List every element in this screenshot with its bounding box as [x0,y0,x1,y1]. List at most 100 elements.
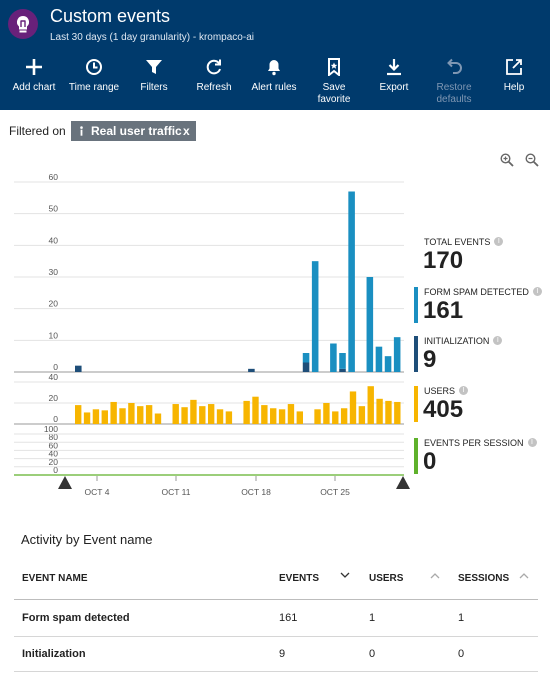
bar [376,347,383,372]
stat-label: EVENTS PER SESSION [424,438,524,448]
stat-events-per-session[interactable]: EVENTS PER SESSION i 0 [414,438,544,474]
bar [385,356,392,372]
bar [155,414,161,425]
bar [75,405,81,424]
stat-form-spam-detected[interactable]: FORM SPAM DETECTED i 161 [414,287,544,323]
info-icon[interactable]: i [494,237,503,246]
cell-sessions: 0 [458,648,464,660]
bar [93,409,99,424]
bar [279,409,285,424]
row-divider [14,671,538,672]
range-handle-left-icon[interactable] [58,476,72,489]
y-tick-label: 40 [49,235,59,245]
range-handle-right-icon[interactable] [396,476,410,489]
bar [110,402,116,424]
bar [261,405,267,424]
bar [248,369,255,372]
info-icon[interactable]: i [528,438,537,447]
series-color-bar [414,287,418,323]
bar [314,409,320,424]
stat-value: 9 [423,346,436,374]
y-tick-label: 0 [53,362,58,372]
sort-ascending-icon[interactable] [430,572,440,579]
cell-event-name[interactable]: Form spam detected [22,612,130,624]
cell-event-name[interactable]: Initialization [22,648,86,660]
bar [190,400,196,424]
bar [208,404,214,424]
column-header-event-name[interactable]: EVENT NAME [22,573,88,584]
bar [181,407,187,424]
bar [368,386,374,424]
y-tick-label: 100 [44,424,58,434]
info-icon[interactable]: i [493,336,502,345]
stat-value: 161 [423,297,463,325]
column-header-events[interactable]: EVENTS [279,573,319,584]
bar [146,405,152,424]
x-tick-label: OCT 18 [241,487,271,497]
column-header-sessions[interactable]: SESSIONS [458,573,509,584]
column-header-users[interactable]: USERS [369,573,403,584]
bar [394,402,400,424]
bar [226,411,232,424]
bar [119,408,125,424]
stat-label: INITIALIZATION [424,336,489,346]
bar [217,409,223,424]
y-tick-label: 20 [49,299,59,309]
bar [350,391,356,424]
bar [252,397,258,424]
bar [297,411,303,424]
y-tick-label: 40 [49,372,59,382]
bar [330,344,337,373]
info-icon[interactable]: i [459,386,468,395]
bar [199,406,205,424]
stat-value: 170 [423,247,463,275]
bar [128,403,134,424]
bar [173,404,179,424]
x-tick-label: OCT 11 [162,487,191,497]
info-icon[interactable]: i [533,287,542,296]
section-title: Activity by Event name [21,532,153,547]
stat-initialization[interactable]: INITIALIZATION i 9 [414,336,544,372]
y-tick-label: 60 [49,172,59,182]
series-color-bar [414,386,418,422]
bar [288,404,294,424]
stat-label: FORM SPAM DETECTED [424,287,529,297]
bar [102,410,108,424]
stat-value: 405 [423,396,463,424]
y-tick-label: 30 [49,267,59,277]
cell-users: 1 [369,612,375,624]
bar [359,406,365,424]
series-color-bar [414,438,418,474]
bar [84,412,90,424]
stat-total-events: TOTAL EVENTS i 170 [414,237,544,277]
header-divider [14,599,538,600]
cell-events: 161 [279,612,297,624]
bar [367,277,374,372]
bar [243,401,249,424]
bar [270,408,276,424]
sort-ascending-icon[interactable] [519,572,529,579]
row-divider [14,636,538,637]
sort-descending-icon[interactable] [340,572,350,579]
x-tick-label: OCT 4 [85,487,110,497]
cell-events: 9 [279,648,285,660]
bar [332,411,338,424]
bar [312,261,319,372]
x-tick-label: OCT 25 [320,487,350,497]
bar [303,353,310,363]
y-tick-label: 0 [53,414,58,424]
bar [75,366,82,372]
stat-users[interactable]: USERS i 405 [414,386,544,422]
bar [303,363,310,373]
stat-label: TOTAL EVENTS [424,237,490,247]
stat-value: 0 [423,448,436,476]
bar [137,406,143,424]
stat-label: USERS [424,386,455,396]
bar [339,369,346,372]
y-tick-label: 10 [49,330,59,340]
bar [341,408,347,424]
cell-sessions: 1 [458,612,464,624]
cell-users: 0 [369,648,375,660]
bar [339,353,346,369]
series-color-bar [414,336,418,372]
